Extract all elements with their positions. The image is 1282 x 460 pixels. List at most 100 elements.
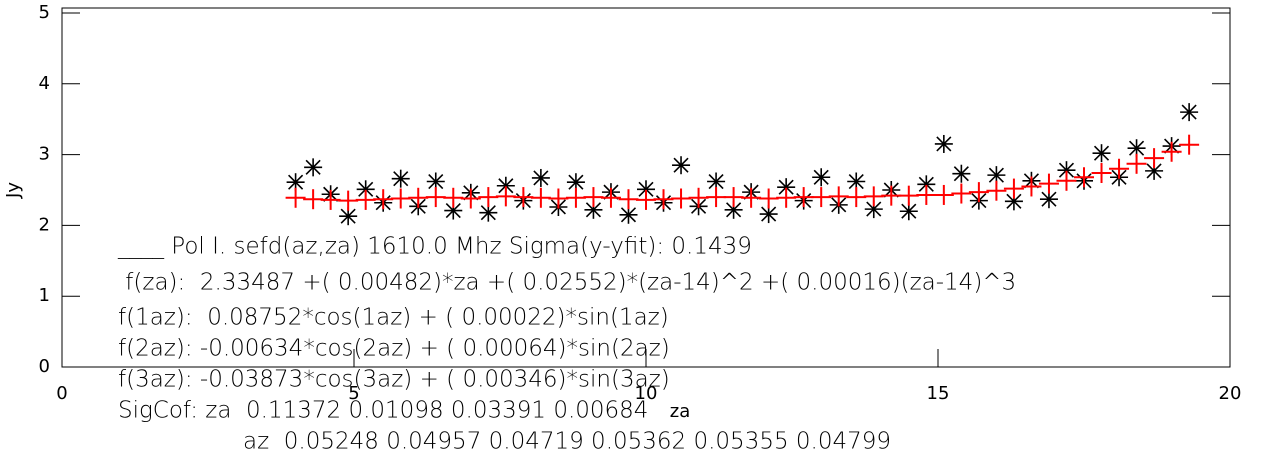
data-point — [1126, 153, 1147, 174]
marker-stroke — [358, 181, 374, 197]
data-point — [391, 169, 410, 188]
data-point — [304, 158, 323, 177]
data-point — [513, 187, 534, 208]
data-point — [723, 187, 744, 208]
data-point — [495, 186, 516, 207]
data-point — [933, 184, 954, 205]
data-point — [916, 184, 937, 205]
x-tick-label: 10 — [635, 383, 658, 404]
data-point — [530, 187, 551, 208]
data-point — [425, 187, 446, 208]
data-point — [653, 189, 674, 210]
y-tick-label: 3 — [39, 144, 50, 165]
data-point — [1038, 173, 1059, 194]
marker-stroke — [393, 171, 409, 187]
marker-stroke — [340, 208, 356, 224]
marker-stroke — [1093, 145, 1110, 161]
data-point — [1092, 144, 1111, 163]
data-point — [1179, 134, 1200, 155]
marker-stroke — [638, 181, 654, 197]
data-point — [338, 190, 359, 211]
data-point — [812, 168, 831, 187]
marker-stroke — [673, 157, 689, 173]
marker-stroke — [1181, 104, 1197, 120]
data-point — [741, 187, 762, 208]
marker-stroke — [585, 202, 602, 218]
data-point — [443, 187, 464, 208]
data-point — [356, 180, 375, 199]
data-point — [917, 175, 936, 194]
y-tick-label: 5 — [39, 2, 50, 23]
data-point — [758, 188, 779, 209]
marker-stroke — [288, 174, 304, 190]
data-point — [320, 189, 341, 210]
marker-stroke — [953, 166, 969, 182]
x-tick-label: 20 — [1219, 383, 1242, 404]
marker-stroke — [498, 178, 514, 194]
y-tick-label: 4 — [39, 73, 50, 94]
data-point — [373, 189, 394, 210]
data-point — [1021, 176, 1042, 197]
marker-stroke — [778, 179, 794, 195]
x-tick-label: 0 — [56, 383, 67, 404]
annotation: f(za): 2.33487 +( 0.00482)*za +( 0.02552… — [118, 270, 1016, 296]
data-point — [898, 185, 919, 206]
data-point — [776, 187, 797, 208]
data-point — [688, 187, 709, 208]
marker-stroke — [620, 207, 637, 223]
marker-stroke — [1058, 162, 1075, 178]
data-point — [1091, 163, 1112, 184]
data-point — [828, 186, 849, 207]
data-point — [706, 187, 727, 208]
data-point — [951, 183, 972, 204]
marker-stroke — [568, 174, 584, 190]
data-point — [1109, 158, 1130, 179]
marker-stroke — [761, 206, 777, 222]
data-point — [1180, 103, 1199, 122]
data-point — [793, 187, 814, 208]
x-tick-label: 15 — [927, 383, 950, 404]
marker-stroke — [445, 202, 461, 219]
marker-stroke — [1006, 193, 1022, 209]
marker-stroke — [708, 173, 724, 190]
annotation: SigCof: za 0.11372 0.01098 0.03391 0.006… — [118, 398, 648, 424]
data-point — [986, 180, 1007, 201]
data-point — [1003, 178, 1024, 199]
marker-stroke — [901, 203, 917, 219]
marker-stroke — [918, 176, 934, 192]
marker-stroke — [533, 170, 549, 186]
marker-stroke — [866, 201, 882, 217]
annotation: ____ Pol I. sefd(az,za) 1610.0 Mhz Sigma… — [117, 234, 752, 260]
data-point — [286, 173, 305, 192]
marker-stroke — [1146, 163, 1162, 179]
data-point — [863, 186, 884, 207]
data-point — [478, 187, 499, 208]
x-tick-label: 5 — [348, 383, 359, 404]
marker-stroke — [936, 136, 952, 152]
data-point — [1074, 167, 1094, 188]
data-point — [672, 156, 691, 175]
data-point — [636, 189, 656, 210]
y-tick-label: 0 — [39, 356, 50, 377]
marker-stroke — [1041, 191, 1057, 207]
data-point — [671, 188, 692, 209]
marker-stroke — [480, 205, 496, 221]
annotation: az 0.05248 0.04957 0.04719 0.05362 0.053… — [243, 429, 891, 455]
data-point — [618, 189, 639, 210]
data-point — [583, 187, 604, 208]
data-point — [460, 188, 481, 209]
marker-stroke — [988, 167, 1004, 183]
annotation: f(3az): -0.03873*cos(3az) + ( 0.00346)*s… — [118, 367, 670, 393]
data-point — [847, 172, 866, 191]
marker-stroke — [305, 159, 321, 175]
marker-stroke — [813, 169, 829, 185]
data-point — [548, 188, 569, 209]
annotation: f(1az): 0.08752*cos(1az) + ( 0.00022)*si… — [118, 305, 669, 331]
y-tick-label: 2 — [39, 214, 50, 235]
data-point — [934, 134, 953, 153]
data-point — [584, 200, 603, 219]
data-point — [408, 187, 429, 208]
data-point — [531, 168, 550, 187]
data-point — [952, 164, 971, 183]
